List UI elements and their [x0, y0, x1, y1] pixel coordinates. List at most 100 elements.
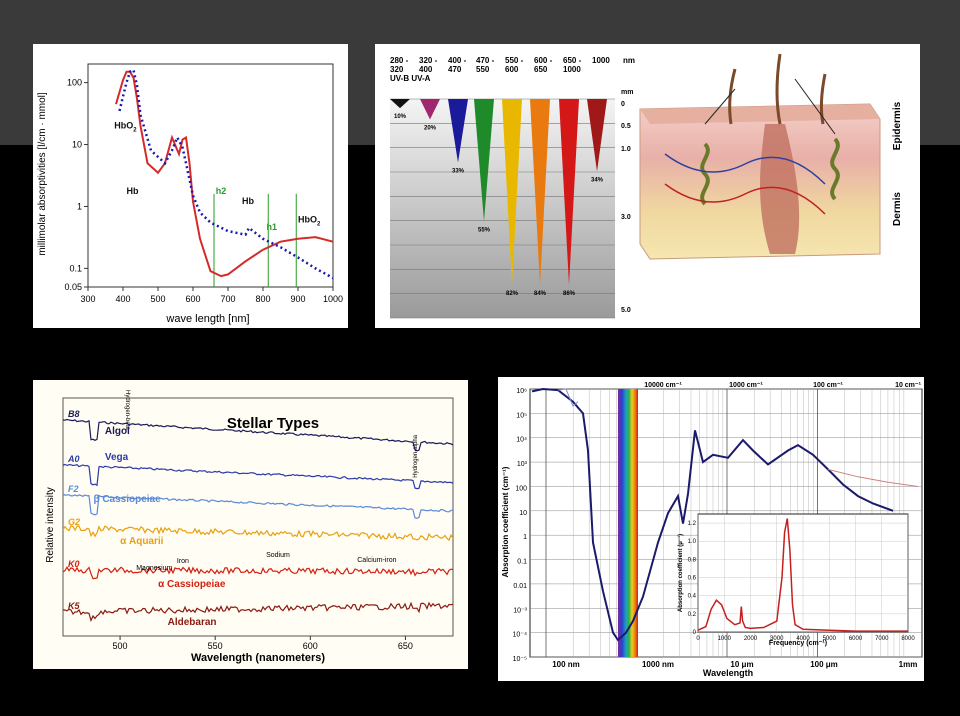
stellar-title: Stellar Types — [227, 415, 319, 432]
penetration-percent-label: 84% — [534, 291, 547, 297]
penetration-cone — [390, 99, 410, 109]
inset-series-line — [697, 518, 908, 632]
depth-tick-label: 0 — [621, 101, 625, 108]
spectral-class-label: G2 — [68, 517, 80, 527]
hb-y-tick-label: 100 — [67, 78, 82, 88]
hb-chart-svg: 300 400 500 600 700 800 900 1000 0.05 0.1 1 10 100 H… — [37, 63, 343, 325]
band-start-label: 280 - — [390, 56, 409, 65]
hemoglobin-absorption-chart: 300 400 500 600 700 800 900 1000 0.05 0.1 1 10 100 H… — [33, 44, 348, 328]
hb-annotation: h1 — [267, 222, 278, 232]
hbeta-label: Hydrogen-beta — [124, 390, 130, 430]
element-annotation: Sodium — [266, 552, 290, 559]
band-end-label: 1000 — [563, 65, 581, 74]
absorption-y-tick-label: 10⁻³ — [513, 607, 527, 614]
absorption-top-tick-label: 100 cm⁻¹ — [813, 382, 843, 389]
hb-annotation: h2 — [216, 186, 227, 196]
inset-xlabel: Frequency (cm⁻¹) — [769, 640, 827, 647]
inset-x-tick-label: 8000 — [901, 636, 915, 642]
depth-tick-label: 0.5 — [621, 123, 631, 130]
depth-tick-label: 5.0 — [621, 307, 631, 314]
absorption-y-tick-label: 10⁻⁵ — [513, 656, 527, 663]
penetration-percent-label: 20% — [424, 125, 437, 131]
hb-annotation: Hb — [242, 196, 254, 206]
stellar-x-tick-label: 600 — [303, 641, 318, 651]
absorption-chart-svg: 10⁶ 10⁵ 10⁴ 10³ 100 10 1 0.1 0.01 10⁻³ 10⁻⁴ 10⁻⁵ 10… — [501, 382, 923, 678]
inset-y-tick-label: 1.2 — [688, 521, 697, 527]
hbo2-series-line — [115, 70, 334, 278]
stellar-types-chart: Stellar Types Hydrogen-beta Hydrogen-alp… — [33, 380, 468, 669]
spectral-class-label: F2 — [68, 484, 79, 494]
stellar-x-tick-label: 550 — [208, 641, 223, 651]
hb-xlabel: wave length [nm] — [165, 313, 249, 325]
inset-x-tick-label: 0 — [696, 636, 700, 642]
inset-x-tick-label: 5000 — [823, 636, 837, 642]
penetration-cone — [587, 99, 607, 172]
absorption-y-tick-label: 10⁵ — [516, 412, 527, 419]
inset-y-tick-label: 0.6 — [688, 576, 697, 582]
stellar-spectrum-line — [62, 566, 454, 580]
absorption-inset: 0 1000 2000 3000 4000 5000 6000 7000 8000 0 0.2 0.4… — [677, 513, 915, 647]
stellar-spectrum-line — [62, 493, 454, 519]
band-start-label: 400 - — [448, 56, 467, 65]
spectral-class-label: K0 — [68, 559, 80, 569]
depth-scale-background — [390, 99, 615, 318]
hb-x-tick-label: 700 — [220, 294, 235, 304]
inset-x-tick-label: 7000 — [875, 636, 889, 642]
hb-x-tick-label: 400 — [115, 294, 130, 304]
skin-penetration-svg: 280 -320 -400 -470 -550 -600 -650 -10003… — [390, 53, 903, 319]
absorption-x-tick-label: 1mm — [899, 660, 918, 669]
absorption-y-tick-label: 0.01 — [513, 583, 527, 590]
visible-spectrum-band — [618, 389, 638, 657]
absorption-alt-line — [557, 388, 579, 407]
penetration-cone — [474, 99, 494, 222]
penetration-cone — [530, 99, 550, 285]
stellar-x-tick-label: 500 — [113, 641, 128, 651]
spectral-class-label: A0 — [67, 454, 80, 464]
hb-annotation: HbO2 — [298, 215, 321, 228]
penetration-percent-label: 55% — [478, 227, 491, 233]
absorption-xlabel: Wavelength — [703, 668, 753, 678]
star-name-label: α Cassiopeiae — [158, 579, 226, 590]
hb-y-tick-label: 1 — [77, 201, 82, 211]
star-name-label: α Aquarii — [120, 536, 164, 547]
penetration-cone — [502, 99, 522, 285]
epidermis-label: Epidermis — [892, 101, 903, 150]
hb-x-tick-label: 900 — [290, 294, 305, 304]
absorption-y-tick-label: 1 — [523, 534, 527, 541]
inset-x-tick-label: 6000 — [849, 636, 863, 642]
band-end-label: 550 — [476, 65, 490, 74]
absorption-y-tick-label: 100 — [515, 485, 527, 492]
depth-unit: mm — [621, 89, 633, 96]
band-end-label: 320 — [390, 65, 404, 74]
spectral-class-label: B8 — [68, 409, 80, 419]
hb-y-tick-label: 0.1 — [69, 263, 82, 273]
absorption-top-tick-label: 1000 cm⁻¹ — [729, 382, 763, 389]
stellar-plot-frame — [62, 397, 454, 637]
hb-plot-frame — [87, 63, 334, 288]
spectral-class-label: K5 — [68, 601, 80, 611]
stellar-x-tick-label: 650 — [398, 641, 413, 651]
hb-x-tick-label: 300 — [80, 294, 95, 304]
penetration-percent-label: 33% — [452, 168, 465, 174]
absorption-y-tick-label: 10³ — [517, 461, 528, 468]
skin-penetration-figure: 280 -320 -400 -470 -550 -600 -650 -1000 3… — [375, 44, 920, 328]
hb-x-tick-label: 1000 — [323, 294, 343, 304]
band-start-label: 600 - — [534, 56, 553, 65]
inset-y-tick-label: 0.8 — [688, 557, 697, 563]
inset-x-tick-label: 4000 — [796, 636, 810, 642]
absorption-y-tick-label: 10⁶ — [516, 388, 527, 395]
skin-cross-section-illustration — [639, 53, 881, 260]
depth-tick-label: 3.0 — [621, 214, 631, 221]
inset-y-tick-label: 0.2 — [688, 612, 697, 618]
inset-y-tick-label: 0.4 — [688, 594, 697, 600]
penetration-cone — [420, 99, 440, 120]
absorption-y-tick-label: 10⁴ — [516, 437, 527, 444]
inset-x-tick-label: 1000 — [718, 636, 732, 642]
absorption-ylabel: Absorption coefficient (cm⁻¹) — [501, 466, 510, 577]
inset-x-tick-label: 2000 — [744, 636, 758, 642]
uv-labels: UV-B UV-A — [390, 74, 431, 83]
hb-y-tick-label: 0.05 — [64, 282, 82, 292]
absorption-main-line — [531, 387, 894, 642]
absorption-x-tick-label: 100 nm — [552, 660, 580, 669]
stellar-spectrum-line — [62, 463, 454, 490]
